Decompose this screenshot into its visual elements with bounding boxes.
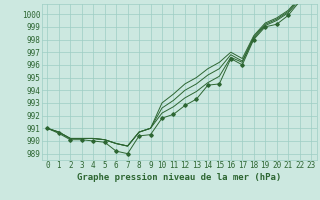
X-axis label: Graphe pression niveau de la mer (hPa): Graphe pression niveau de la mer (hPa) <box>77 173 281 182</box>
